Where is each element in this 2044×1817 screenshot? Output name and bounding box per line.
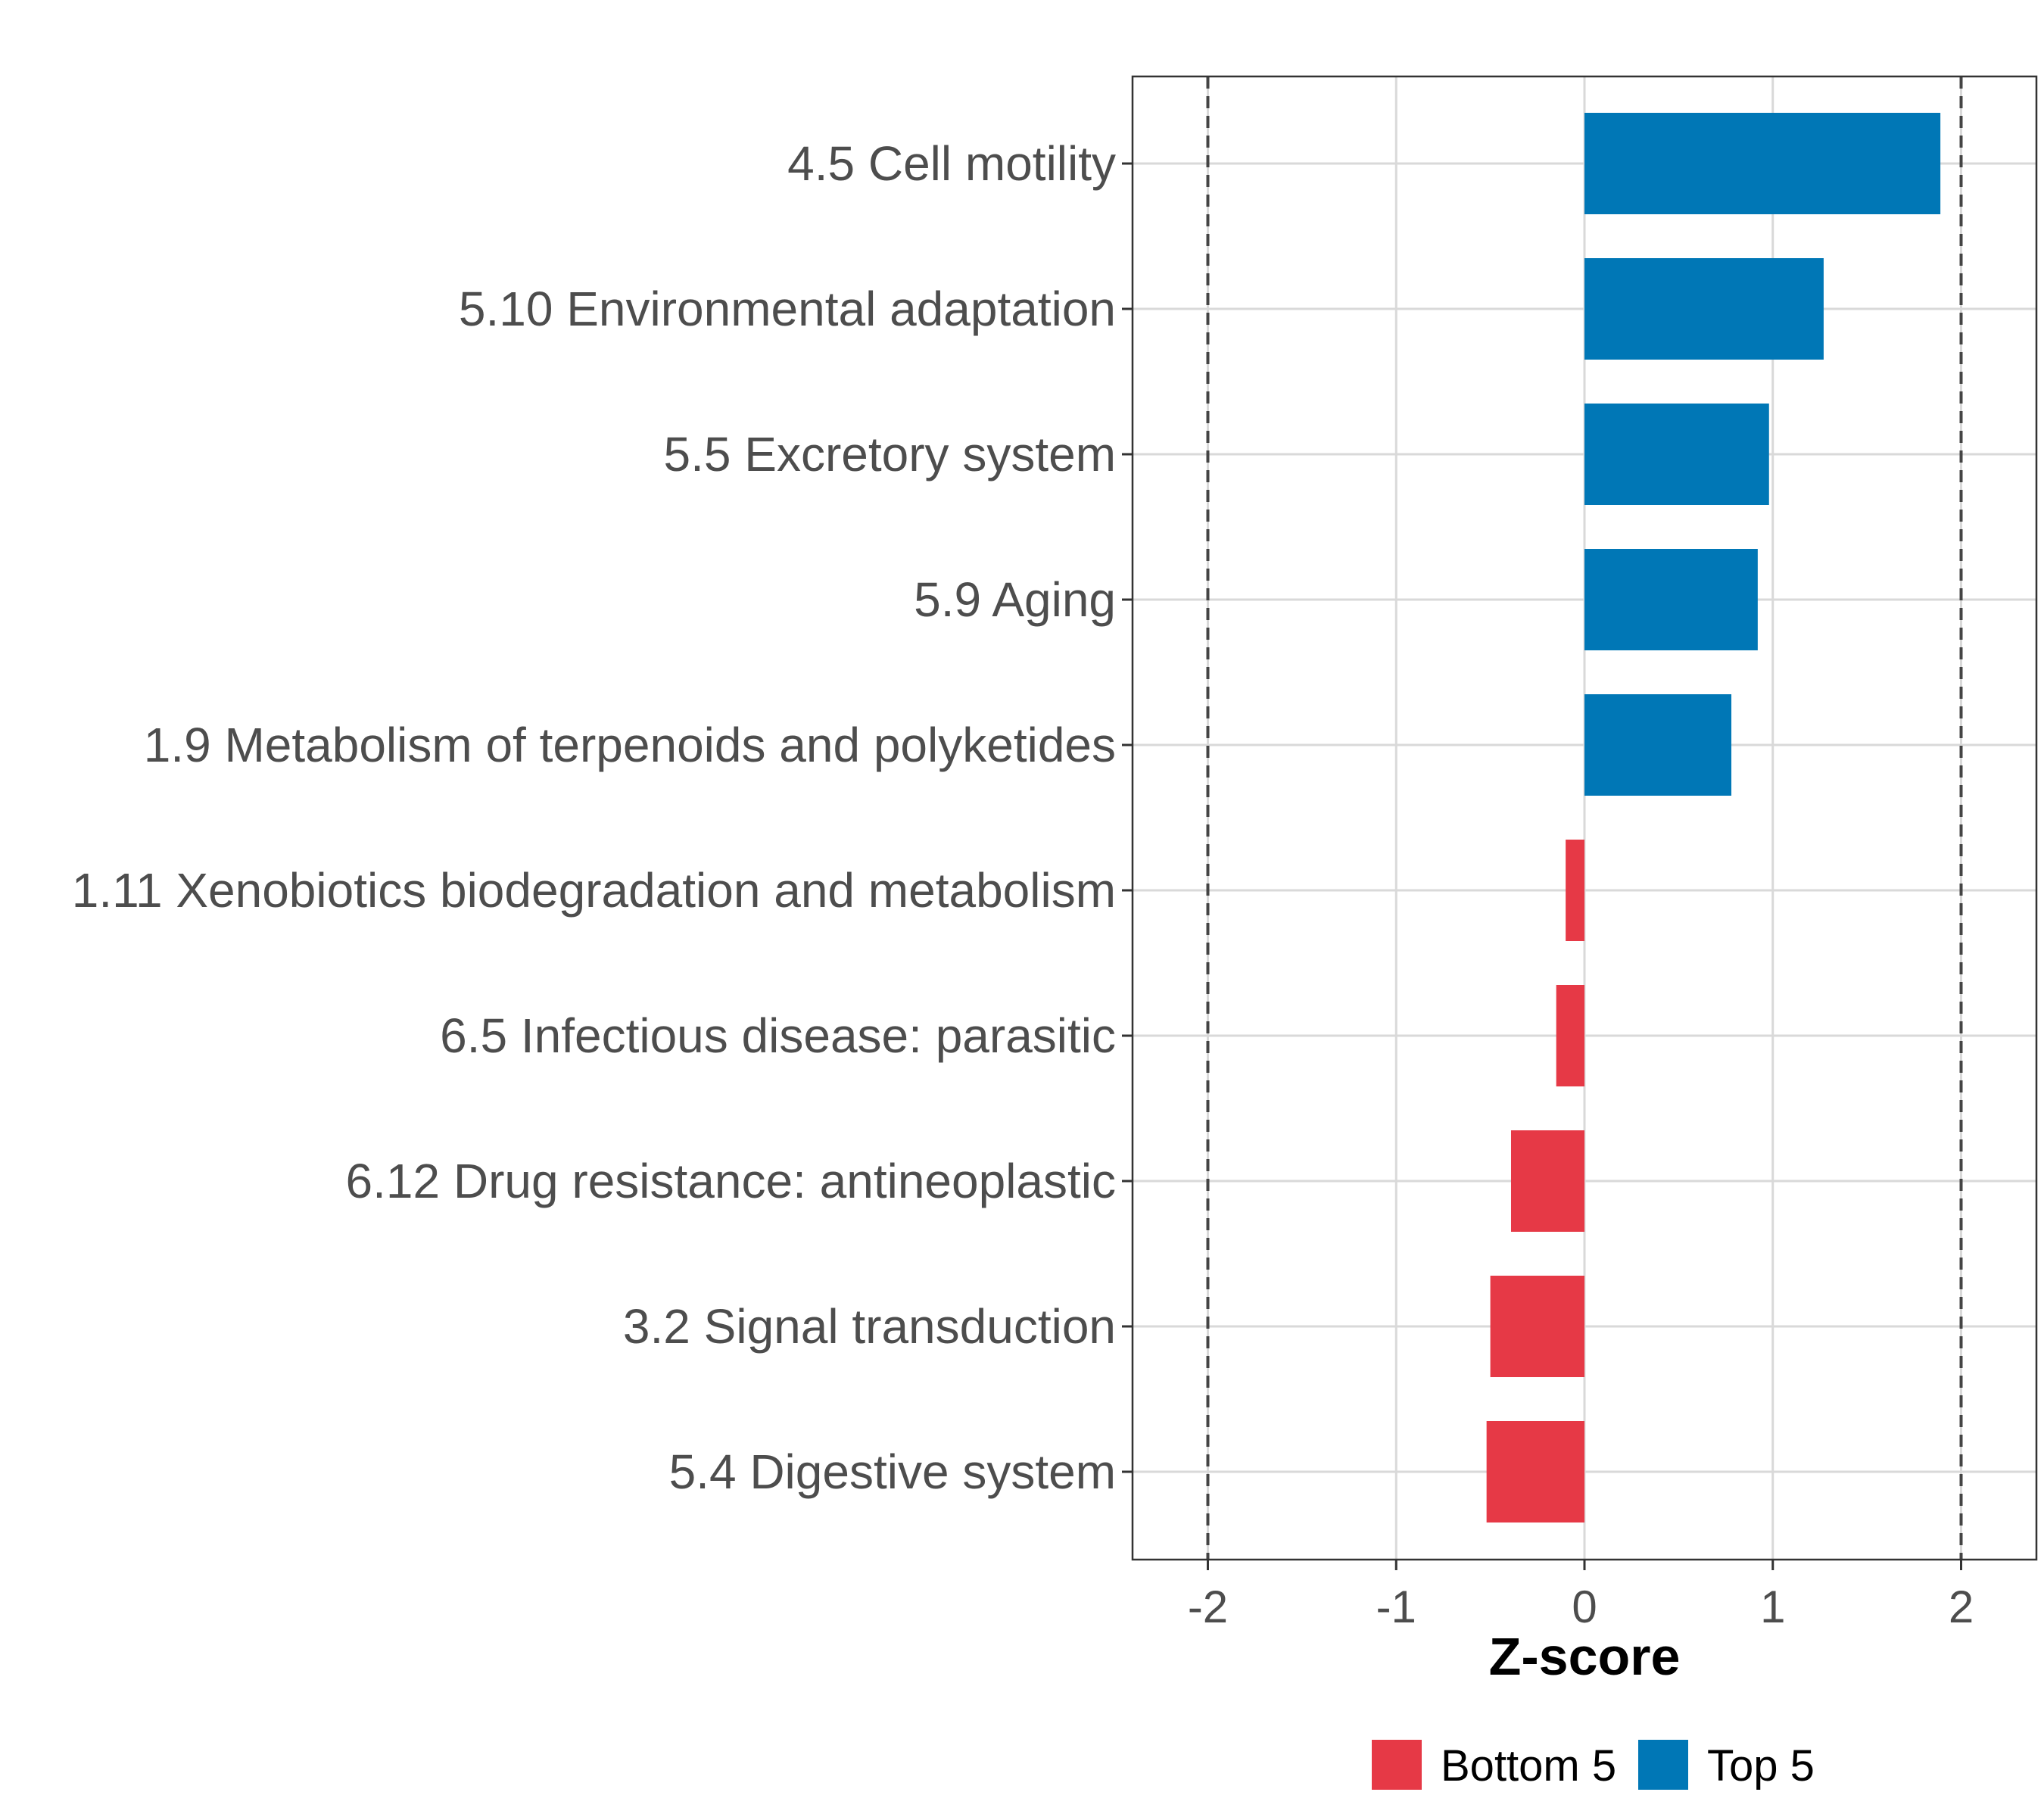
bar: [1566, 840, 1584, 941]
x-tick-label: -1: [1376, 1582, 1416, 1632]
x-axis: -2 -1 0 1 2: [1188, 1560, 1974, 1632]
bar: [1584, 549, 1758, 650]
y-axis: 4.5 Cell motility 5.10 Environmental adap…: [72, 136, 1133, 1499]
reference-lines: [1206, 76, 1963, 1560]
bar: [1510, 1130, 1584, 1232]
bar: [1584, 113, 1941, 214]
bar: [1486, 1421, 1584, 1522]
bar: [1490, 1276, 1584, 1377]
y-tick-label: 5.9 Aging: [914, 572, 1116, 627]
y-tick-label: 6.5 Infectious disease: parasitic: [440, 1008, 1116, 1063]
y-tick-label: 6.12 Drug resistance: antineoplastic: [346, 1154, 1116, 1208]
y-tick-label: 3.2 Signal transduction: [623, 1299, 1116, 1354]
y-tick-label: 4.5 Cell motility: [787, 136, 1116, 191]
x-tick-label: 2: [1949, 1582, 1974, 1632]
legend-label: Top 5: [1707, 1741, 1815, 1791]
legend: Bottom 5 Top 5: [1372, 1740, 1815, 1791]
legend-swatch: [1372, 1740, 1422, 1790]
bars: [1486, 113, 1941, 1522]
y-tick-label: 1.11 Xenobiotics biodegradation and meta…: [72, 863, 1116, 918]
bar: [1584, 404, 1769, 505]
x-axis-title: Z-score: [1489, 1627, 1681, 1686]
legend-label: Bottom 5: [1441, 1741, 1616, 1791]
y-tick-label: 5.4 Digestive system: [669, 1445, 1116, 1499]
bar: [1584, 694, 1732, 796]
x-tick-label: -2: [1188, 1582, 1228, 1632]
y-tick-label: 1.9 Metabolism of terpenoids and polyket…: [144, 718, 1116, 772]
x-tick-label: 1: [1760, 1582, 1785, 1632]
y-tick-label: 5.10 Environmental adaptation: [459, 282, 1116, 336]
bar: [1584, 258, 1824, 360]
bar: [1556, 985, 1584, 1086]
x-tick-label: 0: [1572, 1582, 1597, 1632]
y-tick-label: 5.5 Excretory system: [664, 427, 1117, 482]
legend-swatch: [1638, 1740, 1688, 1790]
